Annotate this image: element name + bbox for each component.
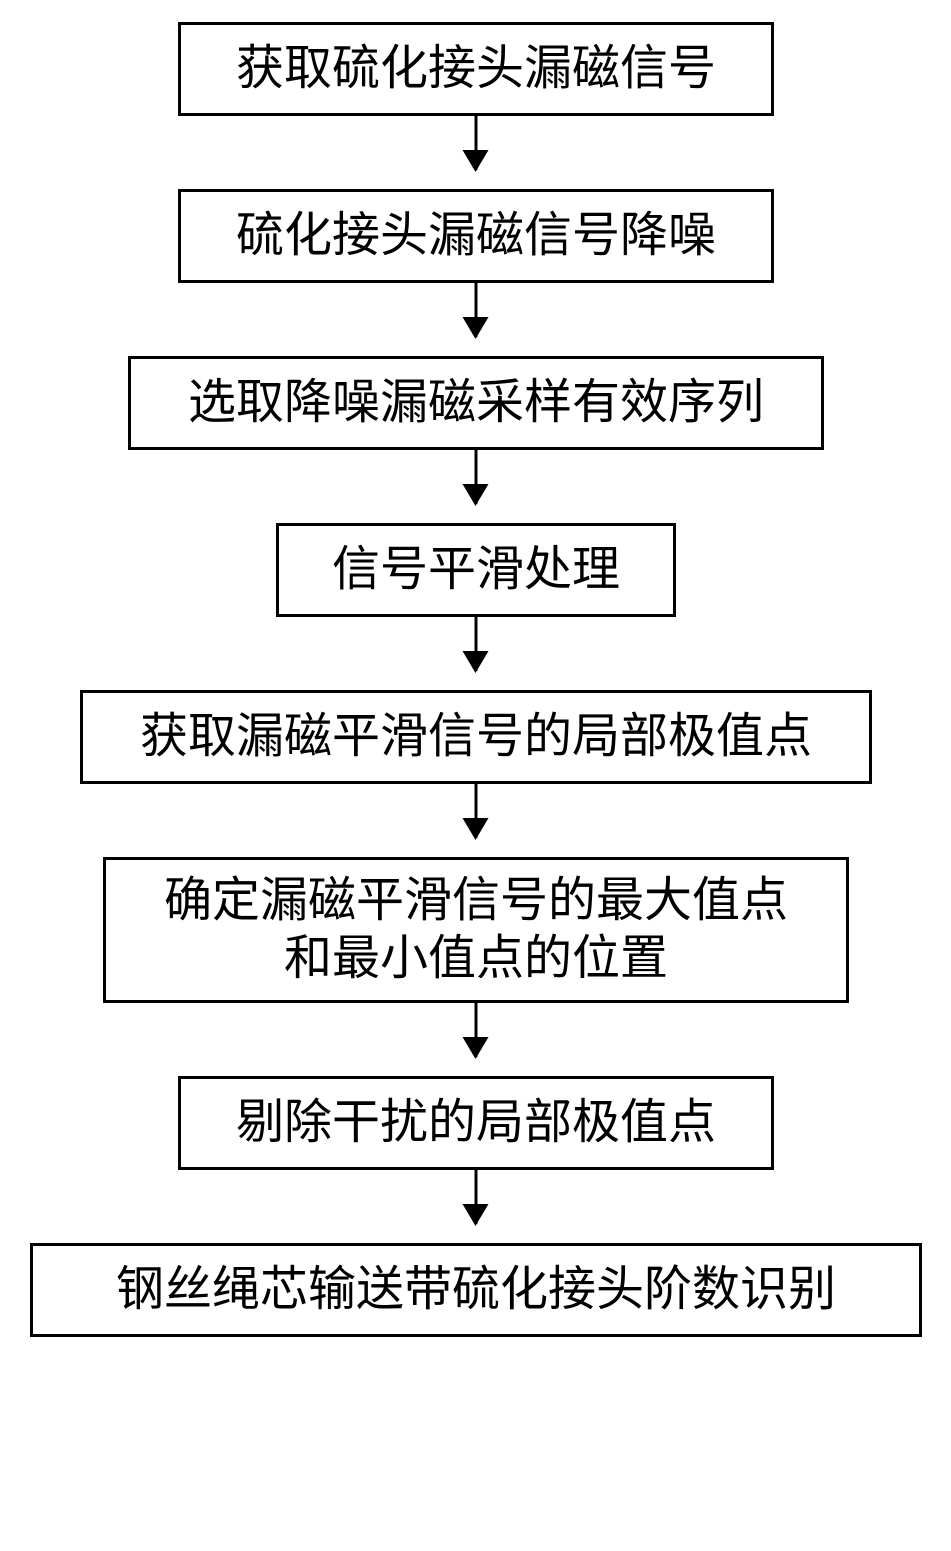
flow-node-7-label: 剔除干扰的局部极值点 (236, 1094, 716, 1152)
flow-node-1: 获取硫化接头漏磁信号 (178, 22, 774, 116)
flow-arrow-3 (474, 450, 477, 504)
flow-node-4: 信号平滑处理 (276, 523, 676, 617)
flow-node-6: 确定漏磁平滑信号的最大值点 和最小值点的位置 (103, 857, 849, 1003)
flow-arrow-5 (474, 784, 477, 838)
flow-node-8-label: 钢丝绳芯输送带硫化接头阶数识别 (116, 1261, 836, 1319)
flow-arrow-6 (474, 1003, 477, 1057)
flow-node-2: 硫化接头漏磁信号降噪 (178, 189, 774, 283)
flow-node-8: 钢丝绳芯输送带硫化接头阶数识别 (30, 1243, 922, 1337)
flow-arrow-7 (474, 1170, 477, 1224)
flow-arrow-2 (474, 283, 477, 337)
flow-arrow-1 (474, 116, 477, 170)
flow-node-6-label: 确定漏磁平滑信号的最大值点 和最小值点的位置 (164, 872, 788, 987)
flow-node-2-label: 硫化接头漏磁信号降噪 (236, 207, 716, 265)
flow-node-3-label: 选取降噪漏磁采样有效序列 (188, 374, 764, 432)
flow-node-5-label: 获取漏磁平滑信号的局部极值点 (140, 708, 812, 766)
flow-node-3: 选取降噪漏磁采样有效序列 (128, 356, 824, 450)
flow-arrow-4 (474, 617, 477, 671)
flowchart-container: 获取硫化接头漏磁信号 硫化接头漏磁信号降噪 选取降噪漏磁采样有效序列 信号平滑处… (0, 0, 951, 1551)
flow-node-4-label: 信号平滑处理 (332, 541, 620, 599)
flow-node-1-label: 获取硫化接头漏磁信号 (236, 40, 716, 98)
flow-node-5: 获取漏磁平滑信号的局部极值点 (80, 690, 872, 784)
flow-node-7: 剔除干扰的局部极值点 (178, 1076, 774, 1170)
